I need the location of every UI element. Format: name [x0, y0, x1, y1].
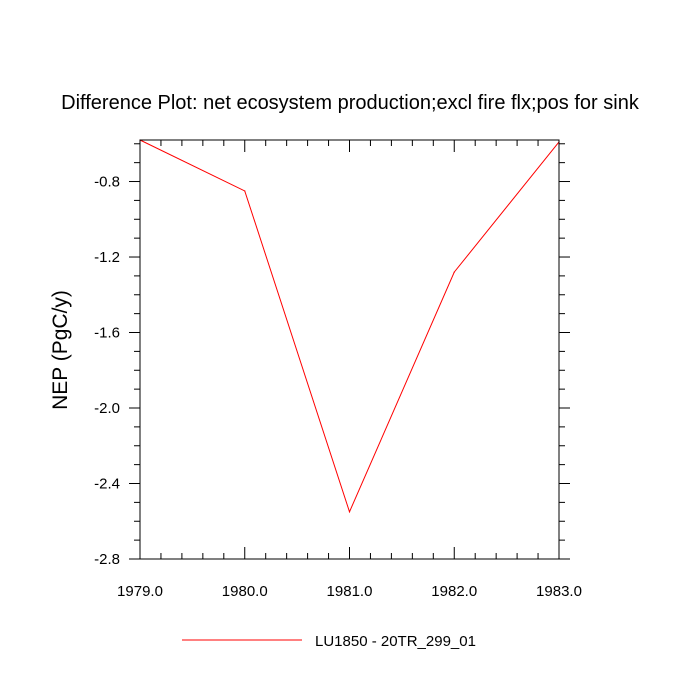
axis-ticks [129, 140, 570, 560]
x-tick-label: 1980.0 [222, 583, 268, 600]
data-point [244, 190, 246, 192]
x-tick-label: 1979.0 [117, 583, 163, 600]
series-layer [139, 139, 560, 514]
legend: LU1850 - 20TR_299_01 [182, 633, 476, 650]
axis-tick-labels: 1979.0 1980.0 1981.0 1982.0 1983.0 -0.8 -1.2 -1… [94, 174, 582, 600]
series-line [139, 139, 560, 514]
x-tick-label: 1982.0 [431, 583, 477, 600]
chart-title: Difference Plot: net ecosystem productio… [61, 92, 640, 114]
y-tick-label: -2.4 [94, 476, 120, 493]
plot-frame [139, 139, 560, 560]
data-point [348, 511, 351, 513]
legend-label: LU1850 - 20TR_299_01 [315, 633, 476, 650]
y-tick-label: -0.8 [94, 174, 120, 191]
y-tick-label: -2.0 [94, 400, 120, 417]
x-tick-label: 1983.0 [536, 583, 582, 600]
y-axis-label: NEP (PgC/y) [49, 290, 72, 410]
y-tick-label: -2.8 [94, 551, 120, 568]
y-tick-label: -1.6 [94, 325, 120, 342]
y-tick-label: -1.2 [94, 249, 120, 266]
x-tick-label: 1981.0 [327, 583, 373, 600]
data-point [453, 271, 455, 273]
